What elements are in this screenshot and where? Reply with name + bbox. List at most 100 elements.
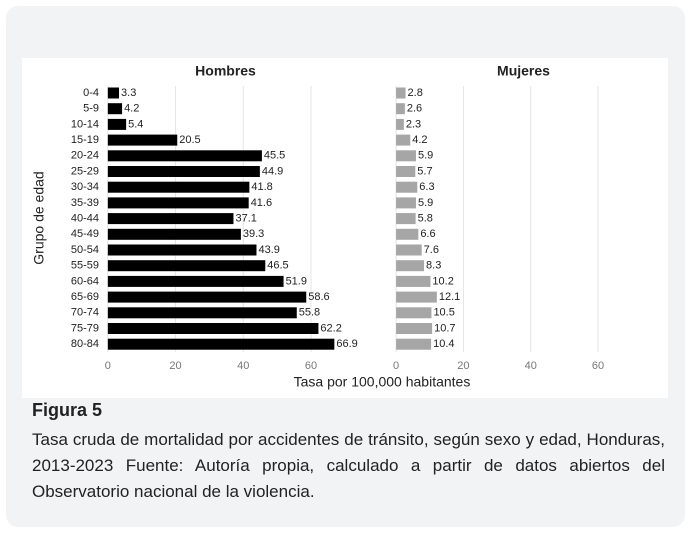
y-tick-label: 10-14 (71, 118, 99, 130)
y-tick-label: 25-29 (71, 165, 99, 177)
bar (107, 134, 178, 146)
y-tick-label: 65-69 (71, 291, 99, 303)
value-label: 7.6 (424, 244, 439, 256)
bar (396, 181, 418, 193)
y-tick-label: 50-54 (71, 244, 99, 256)
value-label: 51.9 (286, 275, 307, 287)
y-tick-label: 35-39 (71, 197, 99, 209)
bar (396, 150, 416, 162)
bar (107, 291, 307, 303)
value-label: 5.8 (418, 213, 433, 225)
value-label: 6.6 (420, 228, 435, 240)
bar (396, 134, 411, 146)
value-label: 4.2 (412, 134, 427, 146)
y-tick-label: 0-4 (83, 87, 99, 99)
value-label: 10.7 (434, 322, 455, 334)
bar (107, 323, 319, 334)
caption-title: Figura 5 (32, 400, 103, 420)
bar (396, 118, 404, 130)
value-label: 3.3 (121, 87, 136, 99)
y-tick-label: 60-64 (71, 275, 99, 287)
y-tick-label: 15-19 (71, 134, 99, 146)
value-label: 20.5 (179, 134, 200, 146)
value-label: 2.3 (406, 118, 421, 130)
bar (396, 291, 437, 303)
bar (107, 166, 260, 177)
value-label: 62.2 (320, 322, 341, 334)
bar (396, 323, 433, 334)
value-label: 2.6 (407, 103, 422, 115)
y-tick-label: 55-59 (71, 260, 99, 272)
y-tick-label: 45-49 (71, 228, 99, 240)
value-label: 12.1 (439, 291, 460, 303)
bar (396, 228, 419, 240)
y-axis-label: Grupo de edad (31, 171, 47, 264)
bar (396, 213, 416, 225)
x-tick-label: 60 (305, 360, 317, 372)
bar (107, 150, 262, 162)
x-tick-label: 20 (457, 360, 469, 372)
value-label: 10.5 (433, 307, 454, 319)
y-tick-label: 75-79 (71, 322, 99, 334)
bar (396, 87, 406, 99)
y-tick-label: 30-34 (71, 181, 99, 193)
y-tick-label: 20-24 (71, 150, 99, 162)
bar (107, 197, 249, 209)
bar (107, 118, 127, 130)
value-label: 55.8 (299, 307, 320, 319)
value-label: 5.9 (418, 150, 433, 162)
bar (396, 197, 416, 209)
value-label: 44.9 (262, 165, 283, 177)
bar (396, 338, 432, 350)
y-tick-label: 40-44 (71, 213, 99, 225)
value-label: 46.5 (267, 260, 288, 272)
x-tick-label: 40 (237, 360, 249, 372)
value-label: 58.6 (308, 291, 329, 303)
bar (107, 103, 123, 115)
value-label: 4.2 (124, 103, 139, 115)
value-label: 8.3 (426, 260, 441, 272)
bar (396, 244, 422, 256)
bar (396, 307, 432, 319)
value-label: 37.1 (235, 213, 256, 225)
bar (107, 338, 335, 350)
x-tick-label: 0 (105, 360, 111, 372)
bar (396, 275, 431, 287)
value-label: 41.8 (251, 181, 272, 193)
bar (107, 244, 257, 256)
value-label: 5.7 (417, 165, 432, 177)
y-tick-label: 70-74 (71, 307, 99, 319)
x-axis-label: Tasa por 100,000 habitantes (294, 374, 471, 390)
x-tick-label: 20 (169, 360, 181, 372)
bar (107, 228, 241, 240)
y-tick-label: 5-9 (83, 103, 99, 115)
panel-title: Hombres (195, 63, 256, 79)
bar (396, 103, 405, 115)
bar (107, 307, 297, 319)
value-label: 5.4 (128, 118, 143, 130)
bar (107, 87, 120, 99)
y-tick-label: 80-84 (71, 338, 99, 350)
caption-text: Tasa cruda de mortalidad por accidentes … (32, 430, 665, 501)
value-label: 10.2 (432, 275, 453, 287)
panel-title: Mujeres (497, 63, 550, 79)
value-label: 10.4 (433, 338, 454, 350)
bar (396, 260, 425, 272)
value-label: 2.8 (408, 87, 423, 99)
value-label: 43.9 (258, 244, 279, 256)
x-tick-label: 0 (393, 360, 399, 372)
bar (396, 166, 416, 177)
value-label: 45.5 (264, 150, 285, 162)
value-label: 5.9 (418, 197, 433, 209)
bar (107, 260, 266, 272)
bar (107, 275, 284, 287)
x-tick-label: 40 (525, 360, 537, 372)
value-label: 66.9 (336, 338, 357, 350)
bar (107, 181, 250, 193)
value-label: 41.6 (251, 197, 272, 209)
x-tick-label: 60 (592, 360, 604, 372)
caption: Figura 5 Tasa cruda de mortalidad por ac… (32, 400, 665, 505)
value-label: 39.3 (243, 228, 264, 240)
